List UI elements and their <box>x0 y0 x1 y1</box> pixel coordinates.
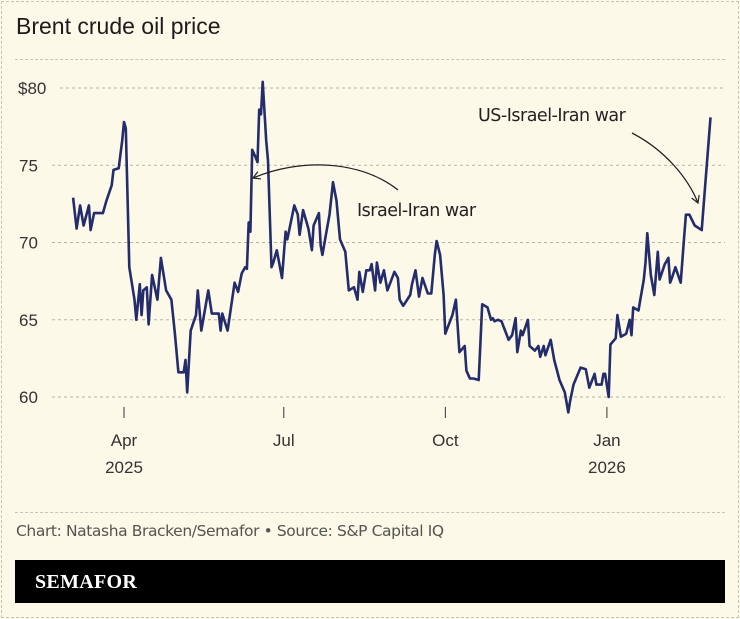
x-tick-label: Jul <box>273 431 295 450</box>
y-tick-label: 70 <box>19 234 38 253</box>
annotation-us-israel-iran-war: US-Israel-Iran war <box>478 106 627 126</box>
series-line-brent <box>71 80 712 414</box>
annotation-arrow-israel-iran <box>251 164 399 191</box>
y-tick-label: 60 <box>19 388 38 407</box>
semafor-logo: SEMAFOR <box>35 571 138 593</box>
x-tick-label: Oct <box>432 431 459 450</box>
x-tick-label: Apr <box>111 431 138 450</box>
annotation-israel-iran-war: Israel-Iran war <box>357 201 477 221</box>
brand-bar: SEMAFOR <box>15 560 725 603</box>
y-tick-label: $80 <box>18 79 46 98</box>
x-tick-year-label: 2025 <box>105 458 143 477</box>
x-tick-label: Jan <box>593 431 620 450</box>
title-divider <box>15 59 725 60</box>
y-tick-label: 65 <box>19 311 38 330</box>
y-tick-label: 75 <box>19 156 38 175</box>
x-tick-year-label: 2026 <box>588 458 626 477</box>
footer-divider <box>15 512 725 513</box>
chart-title: Brent crude oil price <box>16 13 221 39</box>
annotation-arrow-us-israel-iran <box>631 132 700 205</box>
source-credit: Chart: Natasha Bracken/Semafor • Source:… <box>16 522 444 540</box>
